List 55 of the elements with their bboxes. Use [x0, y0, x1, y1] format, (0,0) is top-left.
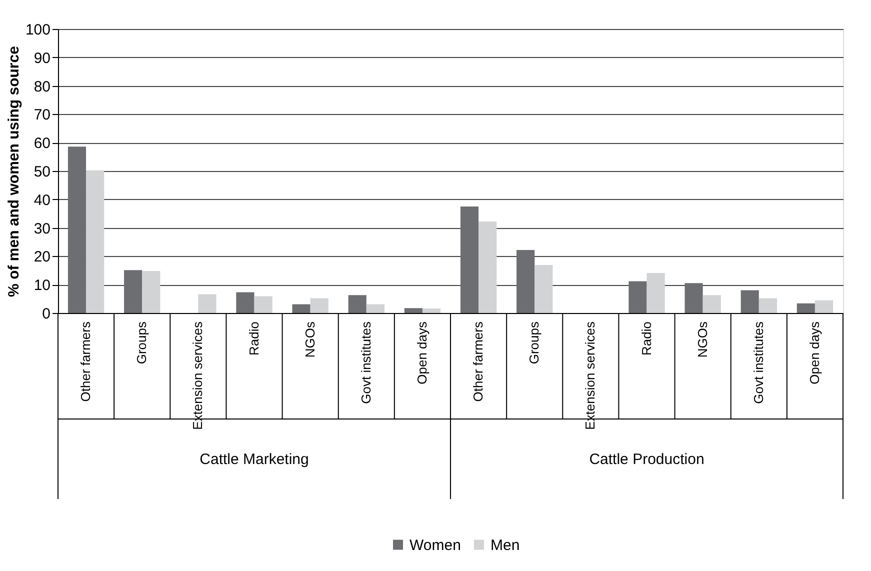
x-tick-label: NGOs	[302, 321, 318, 358]
x-tick-label: Groups	[134, 321, 150, 364]
y-tick-label: 70	[34, 106, 50, 124]
bar	[814, 300, 834, 313]
y-tick-label: 40	[34, 192, 50, 209]
y-tick-label: 80	[34, 78, 50, 96]
x-tick-label: Govt institutes	[750, 321, 766, 404]
bar	[124, 270, 142, 313]
x-tick-label: Radio	[638, 322, 654, 356]
x-tick-label: Radio	[246, 322, 262, 356]
bar	[628, 281, 647, 313]
text: Cattle Marketing	[200, 451, 309, 468]
text: Cattle Production	[589, 451, 704, 468]
x-tick-label: Open days	[414, 321, 430, 384]
y-tick-label: 0	[42, 306, 50, 322]
bar	[796, 303, 815, 313]
x-tick-label: Other farmers	[78, 321, 94, 402]
y-tick-label: 30	[34, 220, 50, 238]
y-axis-title: % of men and women using source	[5, 46, 22, 297]
y-tick-label: 10	[34, 277, 50, 294]
bar	[348, 295, 366, 313]
bar	[86, 170, 104, 313]
bar	[142, 270, 160, 313]
bar	[404, 308, 422, 313]
bar	[310, 298, 328, 313]
bar	[292, 304, 310, 313]
bar	[684, 283, 703, 313]
x-tick-label: Other farmers	[470, 321, 486, 402]
x-tick-label: NGOs	[694, 321, 710, 358]
legend-label: Men	[490, 536, 520, 554]
bar	[254, 296, 272, 313]
x-tick-label: Open days	[806, 321, 822, 384]
bar	[236, 292, 254, 313]
bar	[366, 304, 384, 313]
y-tick-label: 60	[34, 135, 50, 152]
x-tick-label: Groups	[526, 321, 542, 364]
bar	[702, 295, 721, 313]
bar	[646, 272, 665, 313]
x-tick-label: Extension services	[190, 321, 206, 430]
y-tick-label: 20	[34, 248, 50, 266]
bar	[68, 146, 86, 313]
y-tick-label: 50	[34, 164, 50, 180]
bar	[740, 290, 759, 313]
bar	[534, 265, 553, 313]
bar	[198, 294, 216, 313]
bar	[460, 206, 479, 313]
bar	[516, 250, 535, 313]
x-tick-label: Govt institutes	[358, 321, 374, 404]
y-tick-label: 100	[25, 22, 50, 38]
bar	[758, 298, 777, 313]
y-tick-label: 90	[34, 50, 50, 67]
bar	[422, 308, 441, 313]
x-tick-label: Extension services	[582, 321, 598, 430]
bar	[478, 222, 497, 313]
legend-label: Women	[410, 536, 461, 554]
